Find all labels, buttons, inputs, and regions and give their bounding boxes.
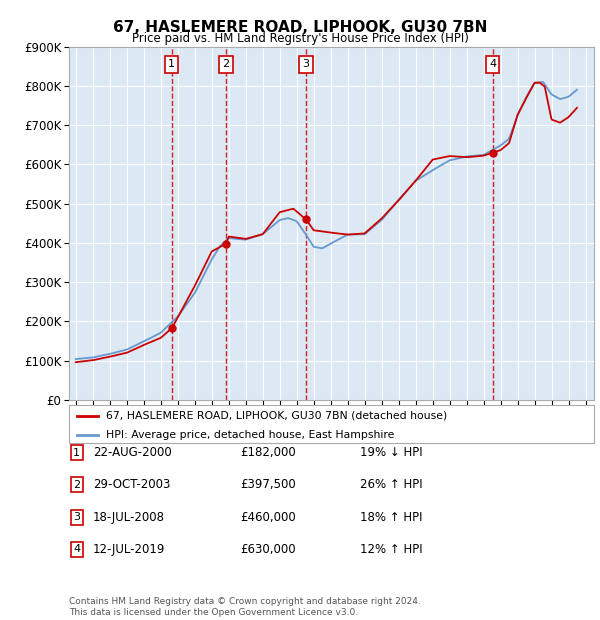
Text: £397,500: £397,500 bbox=[240, 479, 296, 491]
Text: £460,000: £460,000 bbox=[240, 511, 296, 523]
Text: 22-AUG-2000: 22-AUG-2000 bbox=[93, 446, 172, 459]
Text: 3: 3 bbox=[73, 512, 80, 522]
Text: £182,000: £182,000 bbox=[240, 446, 296, 459]
Text: 1: 1 bbox=[168, 59, 175, 69]
Text: £630,000: £630,000 bbox=[240, 543, 296, 556]
Text: 26% ↑ HPI: 26% ↑ HPI bbox=[360, 479, 422, 491]
Text: 4: 4 bbox=[73, 544, 80, 554]
Text: 3: 3 bbox=[302, 59, 310, 69]
Text: 2: 2 bbox=[73, 480, 80, 490]
Text: 18% ↑ HPI: 18% ↑ HPI bbox=[360, 511, 422, 523]
Text: Price paid vs. HM Land Registry's House Price Index (HPI): Price paid vs. HM Land Registry's House … bbox=[131, 32, 469, 45]
Text: 12% ↑ HPI: 12% ↑ HPI bbox=[360, 543, 422, 556]
Text: 67, HASLEMERE ROAD, LIPHOOK, GU30 7BN: 67, HASLEMERE ROAD, LIPHOOK, GU30 7BN bbox=[113, 20, 487, 35]
Text: 67, HASLEMERE ROAD, LIPHOOK, GU30 7BN (detached house): 67, HASLEMERE ROAD, LIPHOOK, GU30 7BN (d… bbox=[106, 410, 447, 420]
Text: 29-OCT-2003: 29-OCT-2003 bbox=[93, 479, 170, 491]
Text: 18-JUL-2008: 18-JUL-2008 bbox=[93, 511, 165, 523]
Text: 1: 1 bbox=[73, 448, 80, 458]
Text: 19% ↓ HPI: 19% ↓ HPI bbox=[360, 446, 422, 459]
Text: 2: 2 bbox=[222, 59, 229, 69]
Text: 12-JUL-2019: 12-JUL-2019 bbox=[93, 543, 166, 556]
Text: Contains HM Land Registry data © Crown copyright and database right 2024.
This d: Contains HM Land Registry data © Crown c… bbox=[69, 598, 421, 617]
Text: HPI: Average price, detached house, East Hampshire: HPI: Average price, detached house, East… bbox=[106, 430, 394, 440]
Text: 4: 4 bbox=[489, 59, 496, 69]
